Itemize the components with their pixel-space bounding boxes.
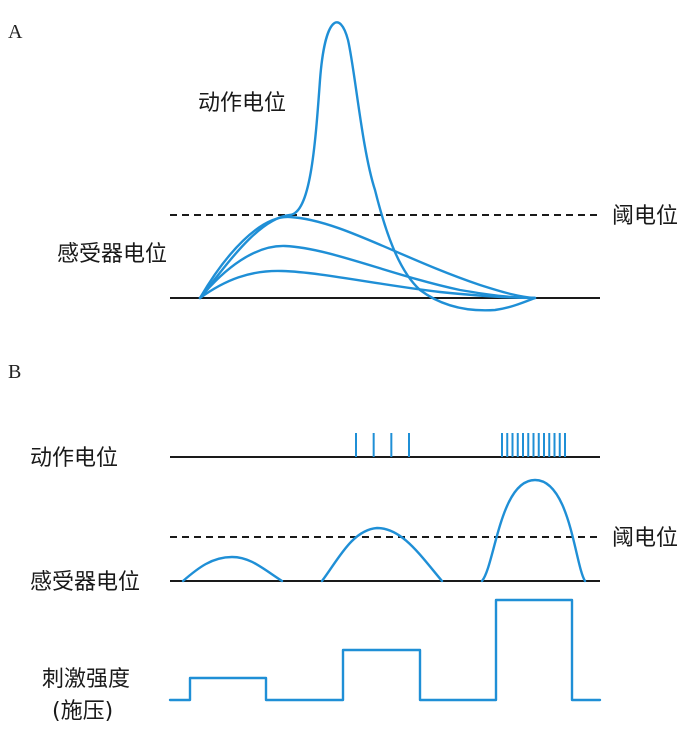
panel-b-receptor-potential-medium: [320, 526, 444, 583]
panel-a-action-potential-curve: [198, 21, 537, 312]
panel-a-receptor-potential-large: [198, 215, 537, 300]
panel-b: B 动作电位 阈电位 感受器电位 刺激强度 (施压): [8, 361, 678, 724]
panel-b-receptor-potential-weak: [181, 555, 284, 583]
panel-a-action-potential-label: 动作电位: [198, 91, 286, 116]
panel-b-receptor-potential-strong: [480, 478, 587, 583]
panel-a-threshold-label: 阈电位: [612, 204, 678, 229]
panel-b-stimulus-label-line1: 刺激强度: [42, 667, 130, 692]
panel-a-receptor-potential-medium: [198, 244, 537, 300]
panel-a: A 动作电位 阈电位 感受器电位: [8, 21, 678, 312]
panel-b-letter: B: [8, 361, 21, 383]
panel-b-action-potential-label: 动作电位: [30, 446, 118, 471]
panel-b-action-potential-spikes: [355, 433, 566, 457]
panel-a-letter: A: [8, 21, 23, 43]
panel-b-stimulus-label-line2: (施压): [52, 699, 113, 724]
panel-b-threshold-label: 阈电位: [612, 526, 678, 551]
panel-b-receptor-potential-label: 感受器电位: [30, 570, 140, 595]
panel-a-receptor-potential-small: [198, 269, 537, 300]
panel-a-receptor-potential-label: 感受器电位: [57, 242, 167, 267]
panel-b-stimulus-intensity-trace: [168, 598, 602, 702]
